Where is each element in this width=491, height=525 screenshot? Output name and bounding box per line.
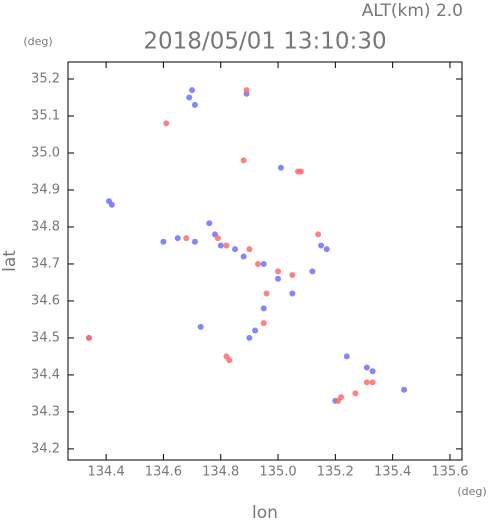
echo-point bbox=[275, 275, 282, 282]
echo-point bbox=[174, 235, 181, 242]
y-tick-label: 35.1 bbox=[31, 109, 60, 124]
echo-point bbox=[369, 379, 376, 386]
echo-point bbox=[85, 334, 92, 341]
echo-point bbox=[352, 390, 359, 397]
echo-point bbox=[191, 238, 198, 245]
echo-point bbox=[163, 120, 170, 127]
echo-point bbox=[260, 260, 267, 267]
echo-point bbox=[191, 101, 198, 108]
echo-point bbox=[183, 235, 190, 242]
plot-frame bbox=[67, 61, 463, 461]
echo-point bbox=[252, 327, 259, 334]
y-tick-label: 34.2 bbox=[31, 441, 60, 456]
x-tick-label: 135.6 bbox=[431, 465, 468, 480]
echo-point bbox=[108, 201, 115, 208]
y-tick-label: 35.0 bbox=[31, 145, 60, 160]
echo-point bbox=[315, 231, 322, 238]
echo-point bbox=[401, 386, 408, 393]
x-tick-label: 135.0 bbox=[259, 465, 296, 480]
y-tick-label: 34.9 bbox=[31, 182, 60, 197]
y-tick-label: 34.5 bbox=[31, 330, 60, 345]
echo-point bbox=[223, 242, 230, 249]
x-tick-label: 134.4 bbox=[88, 465, 125, 480]
y-tick-label: 34.4 bbox=[31, 367, 60, 382]
y-tick-label: 34.8 bbox=[31, 219, 60, 234]
echo-point bbox=[226, 357, 233, 364]
echo-point bbox=[309, 268, 316, 275]
echo-point bbox=[260, 305, 267, 312]
x-unit: (deg) bbox=[457, 485, 486, 498]
echo-point bbox=[277, 164, 284, 171]
echo-point bbox=[254, 260, 261, 267]
echo-point bbox=[363, 364, 370, 371]
echo-point bbox=[243, 87, 250, 94]
echo-point bbox=[260, 320, 267, 327]
echo-point bbox=[263, 290, 270, 297]
echo-point bbox=[240, 253, 247, 260]
echo-point bbox=[289, 272, 296, 279]
echo-point bbox=[197, 323, 204, 330]
echo-point bbox=[240, 157, 247, 164]
echo-point bbox=[323, 246, 330, 253]
echo-point bbox=[186, 94, 193, 101]
altitude: ALT(km) 2.0 bbox=[362, 1, 463, 21]
echo-point bbox=[297, 168, 304, 175]
y-unit: (deg) bbox=[23, 35, 52, 48]
echo-point bbox=[363, 379, 370, 386]
echo-point bbox=[343, 353, 350, 360]
chart-title: 2018/05/01 13:10:30 bbox=[143, 29, 386, 55]
y-axis-label: lat bbox=[0, 250, 20, 272]
y-tick-label: 35.2 bbox=[31, 72, 60, 87]
y-tick-label: 34.6 bbox=[31, 293, 60, 308]
echo-point bbox=[214, 235, 221, 242]
y-tick-label: 34.7 bbox=[31, 256, 60, 271]
echo-point bbox=[217, 242, 224, 249]
y-tick-label: 34.3 bbox=[31, 404, 60, 419]
echo-point bbox=[335, 397, 342, 404]
x-tick-label: 134.6 bbox=[145, 465, 182, 480]
echo-point bbox=[246, 334, 253, 341]
echo-point bbox=[318, 242, 325, 249]
x-tick-label: 135.4 bbox=[374, 465, 411, 480]
echo-point bbox=[289, 290, 296, 297]
echo-point bbox=[206, 220, 213, 227]
echo-point bbox=[160, 238, 167, 245]
echo-point bbox=[369, 368, 376, 375]
x-tick-label: 135.2 bbox=[317, 465, 354, 480]
echo-point bbox=[189, 87, 196, 94]
echo-point bbox=[232, 246, 239, 253]
echo-point bbox=[246, 246, 253, 253]
x-axis-label: lon bbox=[252, 503, 278, 521]
x-tick-label: 134.8 bbox=[202, 465, 239, 480]
echo-point bbox=[275, 268, 282, 275]
